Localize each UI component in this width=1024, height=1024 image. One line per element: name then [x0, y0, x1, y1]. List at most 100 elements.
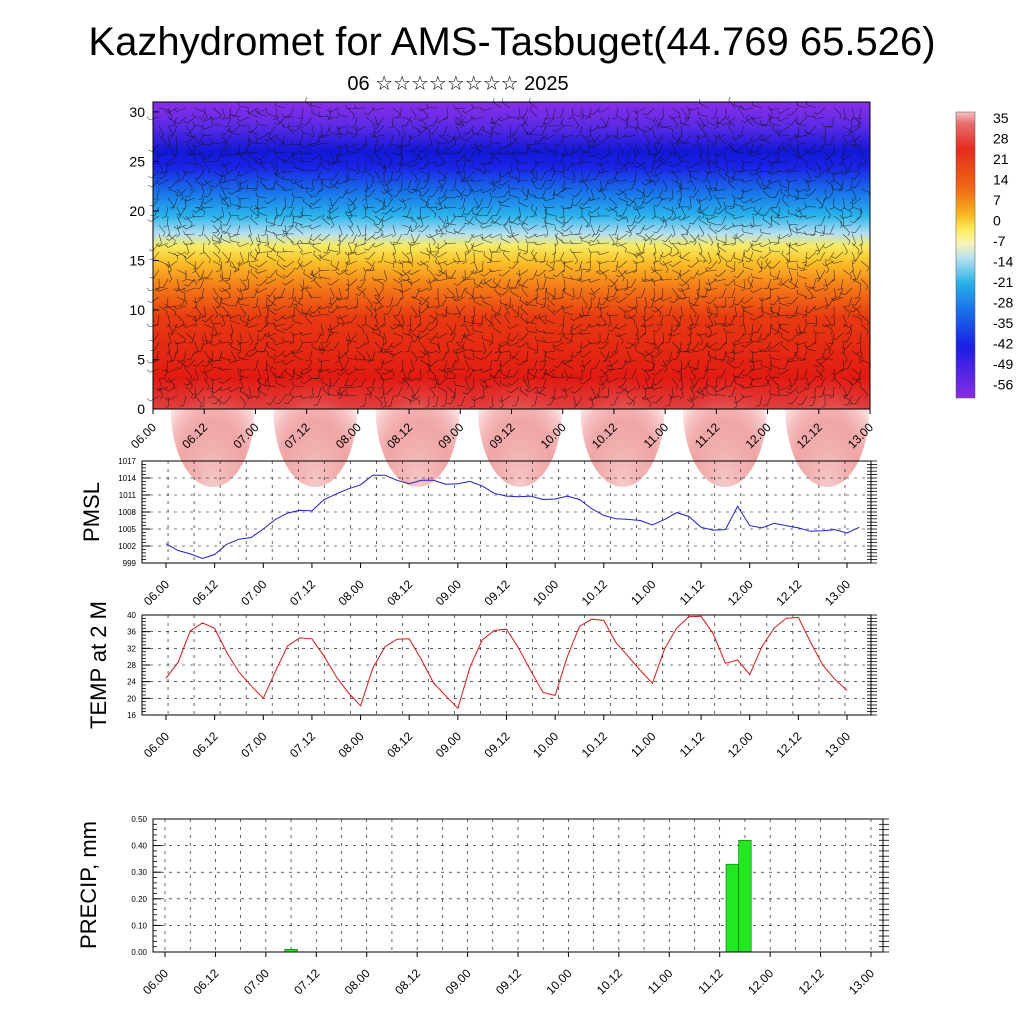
pmsl-x-tick-label: 12.00 — [725, 577, 756, 608]
temp-y-tick-label: 36 — [127, 628, 136, 637]
pmsl-x-tick-label: 11.00 — [628, 577, 659, 608]
precip-x-tick-label: 12.12 — [796, 966, 827, 997]
pmsl-y-tick-label: 1014 — [118, 474, 136, 483]
pmsl-y-tick-label: 1017 — [118, 457, 136, 466]
colorbar-gradient — [955, 111, 976, 399]
temp-x-tick-label: 06.00 — [141, 729, 172, 760]
page-subtitle: 06 ☆☆☆☆☆☆☆☆ 2025 — [347, 73, 569, 95]
precip-y-tick-label: 0.50 — [131, 815, 147, 824]
precip-y-tick-label: 0.20 — [131, 895, 147, 904]
temp-x-tick-label: 06.12 — [190, 729, 221, 760]
colorbar-label: -42 — [993, 336, 1013, 352]
precip-y-tick-label: 0.40 — [131, 842, 147, 851]
precip-y-tick-label: 0.10 — [131, 921, 147, 930]
temp-x-tick-label: 10.00 — [530, 729, 561, 760]
precip-x-tick-label: 08.12 — [392, 966, 423, 997]
temp-x-tick-label: 11.12 — [677, 729, 708, 760]
pmsl-series-line — [165, 474, 860, 560]
cross-section-y-axis: 0 5 10 15 20 25 30 — [129, 104, 159, 417]
pmsl-y-axis: 999 1002 1005 1008 1011 1014 1017 — [118, 457, 877, 568]
colorbar-label: -28 — [993, 295, 1013, 311]
precip-x-tick-label: 08.00 — [342, 966, 373, 997]
pmsl-x-tick-label: 11.12 — [677, 577, 708, 608]
precip-x-tick-label: 10.00 — [543, 966, 574, 997]
temp-y-tick-label: 40 — [127, 611, 136, 620]
temp-x-tick-label: 12.00 — [725, 729, 756, 760]
precip-x-tick-label: 10.12 — [594, 966, 625, 997]
temp-x-tick-label: 09.00 — [433, 729, 464, 760]
pmsl-x-tick-label: 07.00 — [238, 577, 269, 608]
precip-x-tick-label: 11.12 — [695, 966, 726, 997]
temp-y-tick-label: 16 — [127, 711, 136, 720]
precip-x-tick-label: 11.00 — [645, 966, 676, 997]
colorbar-label: 0 — [993, 213, 1001, 229]
temp-y-tick-label: 32 — [127, 644, 136, 653]
cross-section-y-tick-label: 30 — [129, 104, 145, 120]
colorbar-label: -49 — [993, 356, 1013, 372]
temp-y-tick-label: 24 — [127, 678, 136, 687]
temp-x-tick-label: 10.12 — [579, 729, 610, 760]
temp-x-tick-label: 11.00 — [628, 729, 659, 760]
temp-x-tick-label: 08.00 — [336, 729, 367, 760]
cross-section-y-tick-label: 20 — [129, 203, 145, 219]
precip-panel: 0.00 0.10 0.20 0.30 0.40 0.50 06.00 06.12 07.00… — [76, 815, 889, 997]
pmsl-y-label: PMSL — [79, 482, 104, 542]
precip-y-label: PRECIP, mm — [76, 821, 101, 949]
pmsl-x-tick-label: 07.12 — [287, 577, 318, 608]
pmsl-y-tick-label: 1002 — [118, 542, 136, 551]
temp-x-tick-label: 08.12 — [384, 729, 415, 760]
pmsl-y-tick-label: 1011 — [119, 491, 137, 500]
pmsl-x-tick-label: 06.00 — [141, 577, 172, 608]
precip-x-axis: 06.00 06.12 07.00 07.12 08.00 08.12 09.00 09.12… — [140, 952, 877, 997]
cross-section-y-tick-label: 0 — [137, 401, 145, 417]
temp-x-tick-label: 09.12 — [481, 729, 512, 760]
pmsl-x-tick-label: 09.00 — [433, 577, 464, 608]
page-title: Kazhydromet for AMS-Tasbuget(44.769 65.5… — [88, 20, 936, 64]
colorbar-label: 21 — [993, 151, 1009, 167]
precip-x-tick-label: 09.12 — [493, 966, 524, 997]
pmsl-x-tick-label: 12.12 — [773, 577, 804, 608]
colorbar-label: -56 — [993, 377, 1013, 393]
colorbar: 35 28 21 14 7 0 -7 -14 -21 -28 -35 -42 -49 -56 — [955, 110, 1013, 399]
temp-x-tick-label: 07.12 — [287, 729, 318, 760]
temp-y-label: TEMP at 2 M — [86, 601, 111, 729]
wind-barb-field — [146, 96, 871, 409]
colorbar-label: 7 — [993, 192, 1001, 208]
temp-x-axis: 06.00 06.12 07.00 07.12 08.00 08.12 09.00 09.12… — [141, 715, 853, 760]
precip-grid — [153, 818, 883, 953]
precip-x-tick-label: 09.00 — [443, 966, 474, 997]
pmsl-x-axis: 06.00 06.12 07.00 07.12 08.00 08.12 09.00 09.12… — [141, 563, 853, 608]
wind-barbs — [146, 96, 871, 409]
precip-y-tick-label: 0.30 — [131, 868, 147, 877]
temp-series-line — [165, 615, 848, 710]
cross-section-y-tick-label: 10 — [129, 302, 145, 318]
temp-panel: 16 20 24 28 32 36 40 06.00 06.12 07.00 07.12 08.00… — [86, 601, 877, 760]
precip-x-tick-label: 12.00 — [745, 966, 776, 997]
precip-x-tick-label: 06.00 — [140, 966, 171, 997]
colorbar-label: 28 — [993, 131, 1009, 147]
precip-x-tick-label: 13.00 — [846, 966, 877, 997]
temp-x-tick-label: 07.00 — [238, 729, 269, 760]
temp-y-tick-label: 20 — [127, 694, 136, 703]
temp-x-tick-label: 12.12 — [773, 729, 804, 760]
colorbar-labels: 35 28 21 14 7 0 -7 -14 -21 -28 -35 -42 -49 -56 — [993, 110, 1013, 393]
precip-y-axis: 0.00 0.10 0.20 0.30 0.40 0.50 — [131, 815, 889, 957]
precip-bar — [738, 839, 752, 953]
pmsl-x-tick-label: 09.12 — [481, 577, 512, 608]
pmsl-x-tick-label: 08.12 — [384, 577, 415, 608]
temp-x-tick-label: 13.00 — [822, 729, 853, 760]
pmsl-y-tick-label: 999 — [123, 559, 137, 568]
colorbar-label: -14 — [993, 254, 1013, 270]
precip-x-tick-label: 06.12 — [190, 966, 221, 997]
colorbar-label: -35 — [993, 315, 1013, 331]
pmsl-y-tick-label: 1008 — [118, 508, 136, 517]
colorbar-label: -21 — [993, 274, 1013, 290]
colorbar-label: -7 — [993, 233, 1006, 249]
temp-y-axis: 16 20 24 28 32 36 40 — [127, 611, 877, 720]
precip-y-tick-label: 0.00 — [131, 948, 147, 957]
pmsl-x-tick-label: 13.00 — [822, 577, 853, 608]
cross-section-y-tick-label: 5 — [137, 351, 145, 367]
pmsl-x-tick-label: 10.12 — [579, 577, 610, 608]
pmsl-y-tick-label: 1005 — [118, 525, 136, 534]
